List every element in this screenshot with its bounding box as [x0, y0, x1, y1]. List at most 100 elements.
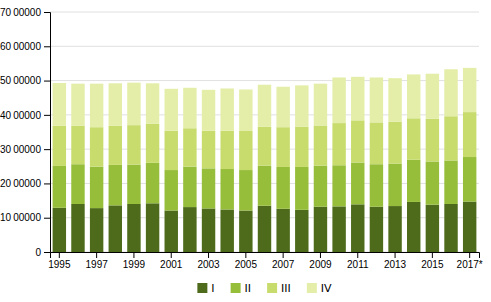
- tick-mark: [96, 252, 97, 258]
- bar-segment: [220, 169, 233, 209]
- tick: 2011: [347, 252, 369, 270]
- bar-segment: [220, 209, 233, 252]
- bar-segment: [183, 88, 196, 128]
- tick-mark: [44, 149, 50, 150]
- tick-mark: [283, 252, 284, 258]
- bar-segment: [165, 131, 178, 170]
- bar-segment: [351, 77, 364, 121]
- bar-segment: [90, 127, 103, 166]
- tick-label: 1995: [48, 259, 71, 270]
- bar-segment: [463, 157, 476, 202]
- legend-swatch: [197, 283, 207, 293]
- bar-segment: [183, 207, 196, 252]
- bar-segment: [220, 88, 233, 130]
- legend: IIIIIIIV: [197, 282, 332, 295]
- bar-segment: [463, 202, 476, 252]
- legend-swatch: [267, 283, 277, 293]
- tick-label: 1997: [86, 259, 109, 270]
- bar-segment: [258, 166, 271, 206]
- bar-segment: [53, 166, 66, 208]
- legend-swatch: [307, 283, 317, 293]
- bar-segment: [239, 131, 252, 170]
- bar-segment: [444, 160, 457, 204]
- legend-label: II: [245, 282, 252, 295]
- series: [53, 68, 477, 131]
- tick-label: 60 00000: [0, 41, 41, 52]
- tick-mark: [44, 183, 50, 184]
- tick-label: 70 00000: [0, 7, 41, 18]
- tick-label: 2013: [384, 259, 407, 270]
- tick-mark: [44, 81, 50, 82]
- bar-segment: [239, 170, 252, 210]
- bar-segment: [220, 131, 233, 169]
- tick-label: 2011: [347, 259, 369, 270]
- tick-label: 0: [35, 247, 41, 258]
- bar-segment: [351, 204, 364, 252]
- tick: 0: [35, 247, 50, 258]
- bar-segment: [239, 89, 252, 130]
- bar-segment: [53, 126, 66, 166]
- bar-segment: [146, 83, 159, 123]
- bar-segment: [258, 206, 271, 252]
- tick-label: 30 00000: [0, 144, 41, 155]
- tick-mark: [44, 46, 50, 47]
- tick-mark: [44, 12, 50, 13]
- tick-label: 2015: [421, 259, 444, 270]
- bar-segment: [295, 85, 308, 126]
- bar-segment: [314, 84, 327, 126]
- bar-segment: [388, 206, 401, 252]
- bar-segment: [127, 204, 140, 252]
- tick-mark: [469, 252, 470, 258]
- bar-segment: [426, 161, 439, 204]
- tick-mark: [133, 252, 134, 258]
- bar-segment: [165, 89, 178, 131]
- legend-label: IV: [321, 282, 332, 295]
- tick-mark: [208, 252, 209, 258]
- bar-segment: [332, 165, 345, 206]
- chart: 010 0000020 0000030 0000040 0000050 0000…: [0, 0, 491, 302]
- bar-segment: [165, 211, 178, 252]
- bar-segment: [146, 203, 159, 252]
- bar-segment: [295, 167, 308, 210]
- bar-segment: [71, 164, 84, 204]
- axis-line: [44, 13, 51, 253]
- bar-segment: [444, 204, 457, 252]
- bar-segment: [314, 166, 327, 207]
- plot-area: [53, 68, 477, 252]
- bar-segment: [202, 131, 215, 169]
- bar-segment: [295, 127, 308, 167]
- bar-segment: [127, 125, 140, 164]
- tick-label: 20 00000: [0, 178, 41, 189]
- tick-mark: [44, 218, 50, 219]
- bar-segment: [202, 208, 215, 252]
- tick: 2007: [272, 252, 295, 270]
- grid-line: [50, 46, 479, 47]
- legend-label: III: [281, 282, 291, 295]
- bar-segment: [370, 207, 383, 252]
- bar-segment: [388, 78, 401, 122]
- tick: 50 00000: [0, 75, 50, 86]
- tick-label: 2009: [309, 259, 332, 270]
- bar-segment: [351, 163, 364, 205]
- legend-item: I: [197, 282, 214, 295]
- tick-label: 2005: [235, 259, 258, 270]
- bar-segment: [276, 167, 289, 209]
- grid: [50, 12, 479, 252]
- bar-segment: [295, 210, 308, 252]
- tick: 30 00000: [0, 144, 50, 155]
- tick: 2001: [160, 252, 183, 270]
- bar-segment: [444, 69, 457, 116]
- bar-segment: [146, 124, 159, 163]
- tick: 20 00000: [0, 178, 50, 189]
- x-axis: 1995199719992001200320052007200920112013…: [48, 252, 483, 270]
- bar-segment: [426, 119, 439, 162]
- bar-segment: [351, 120, 364, 162]
- bar-segment: [276, 209, 289, 252]
- bar-segment: [71, 204, 84, 252]
- bar-segment: [463, 68, 476, 112]
- bar-segment: [332, 206, 345, 252]
- bar-segment: [109, 165, 122, 205]
- bar-segment: [407, 118, 420, 159]
- bar-segment: [127, 83, 140, 126]
- tick: 2005: [235, 252, 258, 270]
